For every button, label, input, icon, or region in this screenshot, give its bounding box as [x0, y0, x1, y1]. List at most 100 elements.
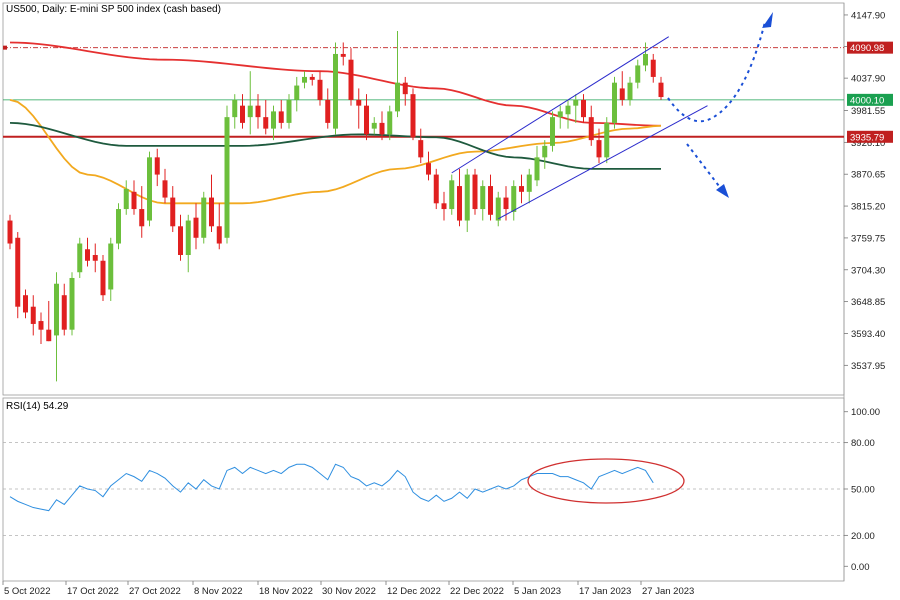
candle-body — [418, 140, 424, 158]
time-tick-label: 22 Dec 2022 — [450, 586, 504, 597]
time-axis: 5 Oct 2022 17 Oct 2022 27 Oct 2022 8 Nov 20… — [2, 581, 694, 597]
time-tick-label: 5 Jan 2023 — [514, 586, 561, 597]
candle-body — [542, 145, 548, 158]
rsi-panel — [2, 397, 845, 582]
candle-body — [232, 99, 238, 118]
candle-body — [263, 117, 269, 129]
candle-body — [619, 88, 625, 100]
price-axis: 4147.904092.904037.903981.553926.103870.… — [844, 10, 885, 372]
candle-body — [286, 99, 292, 123]
channel-lower-line — [498, 105, 708, 220]
candle-body — [123, 188, 129, 210]
price-tick-label: 3648.85 — [851, 297, 885, 308]
candle-body — [364, 105, 369, 135]
candle-body — [480, 186, 486, 210]
candle-body — [154, 157, 160, 175]
chart-title: US500, Daily: E-mini SP 500 index (cash … — [6, 4, 221, 15]
candle-body — [170, 197, 176, 227]
price-tick-label: 3759.75 — [851, 233, 885, 244]
candle-body — [395, 82, 400, 112]
candle-body — [100, 260, 106, 296]
candle-body — [488, 186, 493, 215]
candle-body — [294, 85, 300, 100]
candle-body — [209, 197, 214, 227]
candle-body — [643, 53, 648, 66]
bearish-arrowhead — [716, 184, 729, 198]
candle-body — [325, 99, 331, 123]
rsi-indicator: 100.00 80.00 50.00 20.00 0.00 — [3, 407, 880, 573]
candle-body — [650, 59, 656, 77]
candle-body — [402, 82, 408, 95]
candle-body — [495, 197, 501, 221]
candle-body — [271, 111, 276, 129]
candle-body — [519, 186, 524, 192]
candle-body — [54, 283, 59, 336]
time-tick-label: 27 Oct 2022 — [129, 586, 181, 597]
candle-body — [92, 255, 98, 261]
candle-body — [464, 174, 470, 221]
candle-body — [77, 243, 83, 273]
candle-body — [565, 105, 571, 115]
candle-body — [139, 209, 145, 227]
level-label-box — [847, 130, 893, 143]
candle-body — [278, 111, 284, 123]
candle-body — [457, 186, 462, 221]
rsi-line — [9, 463, 654, 512]
rsi-tick-label: 80.00 — [851, 438, 875, 449]
candle-body — [224, 117, 230, 238]
candle-body — [356, 99, 362, 106]
candle-body — [309, 76, 315, 80]
candle-body — [46, 329, 52, 342]
candle-body — [185, 220, 191, 256]
channel-upper-line — [451, 36, 670, 174]
level-label-box — [847, 93, 893, 106]
candle-body — [38, 321, 44, 330]
candle-body — [573, 99, 579, 106]
candle-body — [627, 82, 633, 100]
level-marker — [3, 45, 7, 50]
bullish-arrowhead — [762, 12, 773, 28]
price-tick-label: 3870.65 — [851, 170, 885, 181]
candle-body — [162, 180, 168, 198]
candle-body — [108, 243, 114, 290]
candle-body — [441, 203, 447, 210]
candle-body — [635, 65, 641, 83]
candle-body — [534, 157, 540, 181]
level-label-box — [847, 41, 893, 54]
level-label: 4090.98 — [850, 43, 884, 54]
candle-body — [658, 82, 664, 98]
price-tick-label: 4037.90 — [851, 74, 885, 85]
rsi-tick-label: 100.00 — [851, 407, 880, 418]
candle-body — [15, 237, 21, 307]
level-label: 4000.10 — [850, 95, 884, 106]
candle-body — [302, 76, 307, 83]
candle-body — [612, 82, 617, 123]
candle-body — [85, 249, 90, 261]
candle-body — [178, 226, 183, 256]
candle-body — [255, 105, 261, 118]
price-tick-label: 3593.40 — [851, 329, 885, 340]
time-tick-label: 17 Oct 2022 — [67, 586, 119, 597]
candle-body — [61, 295, 67, 330]
candle-body — [426, 163, 431, 175]
candle-body — [240, 105, 245, 123]
rsi-highlight-ellipse — [527, 458, 685, 504]
candle-body — [147, 157, 152, 221]
candle-body — [410, 94, 416, 138]
candle-body — [216, 226, 222, 244]
candle-body — [557, 111, 563, 118]
candle-body — [23, 295, 28, 313]
candle-body — [433, 174, 439, 204]
price-panel — [2, 2, 845, 396]
price-tick-label: 3537.95 — [851, 361, 885, 372]
level-label: 3935.79 — [850, 132, 884, 143]
price-tick-label: 3704.30 — [851, 265, 885, 276]
candle-body — [69, 277, 75, 330]
candle-body — [348, 59, 354, 100]
price-tick-label: 3981.55 — [851, 106, 885, 117]
candle-body — [333, 53, 338, 129]
candle-body — [371, 122, 377, 129]
candle-body — [387, 111, 393, 135]
price-tick-label: 4147.90 — [851, 10, 885, 21]
